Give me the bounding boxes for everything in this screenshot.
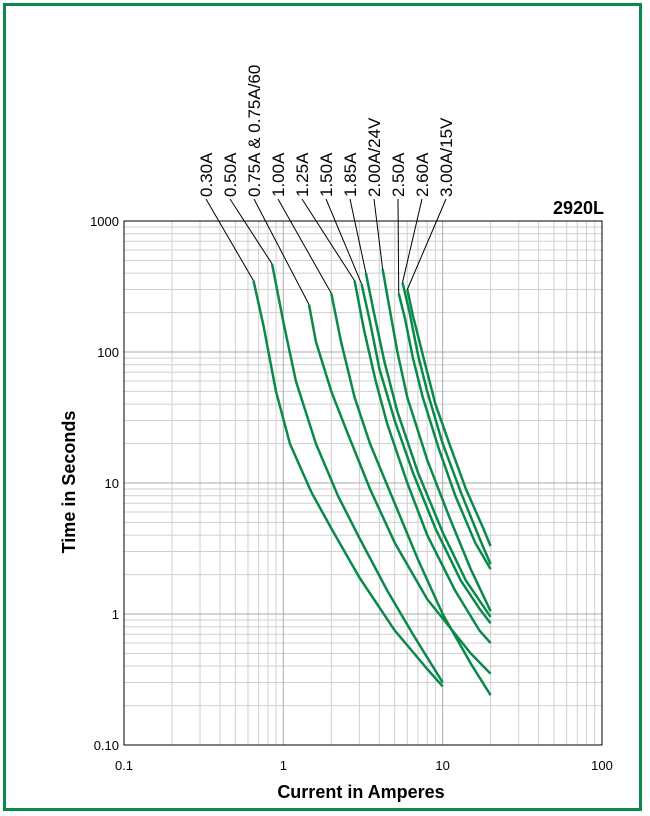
series-line xyxy=(353,280,492,644)
series-line xyxy=(364,272,492,618)
leader-line xyxy=(397,198,400,294)
x-tick-label: 0.1 xyxy=(115,758,133,773)
series-label: 1.50A xyxy=(317,152,336,197)
leader-line xyxy=(325,198,363,285)
series-line xyxy=(401,282,492,565)
series-line xyxy=(360,283,492,624)
series-label: 1.85A xyxy=(341,152,360,197)
leader-line xyxy=(301,198,356,281)
leader-line xyxy=(205,198,254,281)
series-label: 1.25A xyxy=(293,152,312,197)
leader-line xyxy=(406,198,447,290)
leader-line xyxy=(402,198,423,283)
series-label: 2.00A/24V xyxy=(365,117,384,197)
series-group xyxy=(252,263,492,696)
y-tick-label: 1000 xyxy=(90,214,119,229)
chart-frame xyxy=(3,3,642,811)
series-label: 2.50A xyxy=(389,152,408,197)
series-label: 0.50A xyxy=(221,152,240,197)
leader-line xyxy=(277,198,332,294)
series-label: 1.00A xyxy=(269,152,288,197)
grid xyxy=(124,221,602,745)
leader-line xyxy=(373,198,384,270)
x-tick-label: 100 xyxy=(591,758,613,773)
series-line xyxy=(381,268,492,612)
leader-line xyxy=(253,198,310,305)
leader-lines xyxy=(205,198,447,305)
x-axis-label: Current in Amperes xyxy=(277,782,444,802)
y-tick-label: 10 xyxy=(105,476,119,491)
series-line xyxy=(252,280,444,688)
leader-line xyxy=(229,198,273,265)
series-label: 0.75A & 0.75A/60 xyxy=(245,65,264,197)
series-line xyxy=(406,289,492,547)
tick-labels: 0.1 1 10 100 0.10 1 10 100 1000 xyxy=(90,214,613,773)
plot-border xyxy=(123,220,603,746)
series-line xyxy=(270,263,444,684)
y-tick-label: 0.10 xyxy=(94,738,119,753)
series-label: 3.00A/15V xyxy=(437,117,456,197)
leader-line xyxy=(349,198,367,274)
chart-title: 2920L xyxy=(553,198,604,218)
y-tick-label: 100 xyxy=(97,345,119,360)
series-label: 0.30A xyxy=(197,152,216,197)
x-tick-label: 10 xyxy=(435,758,449,773)
y-tick-label: 1 xyxy=(112,607,119,622)
series-line xyxy=(397,293,492,570)
y-axis-label: Time in Seconds xyxy=(59,411,79,554)
x-tick-label: 1 xyxy=(280,758,287,773)
series-labels: 0.30A 0.50A 0.75A & 0.75A/60 1.00A 1.25A 1.50… xyxy=(197,65,456,197)
series-label: 2.60A xyxy=(413,152,432,197)
series-line xyxy=(330,293,492,696)
